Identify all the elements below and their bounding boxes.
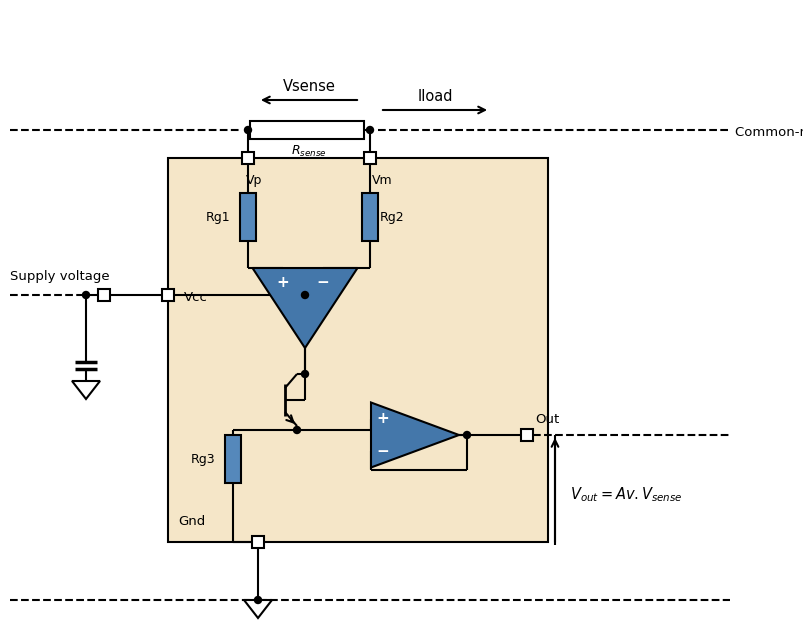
Bar: [168, 158, 548, 542]
Bar: [520, 429, 532, 441]
Text: $R_{sense}$: $R_{sense}$: [291, 144, 327, 159]
Bar: [225, 435, 241, 483]
Circle shape: [255, 596, 261, 603]
Text: Vsense: Vsense: [282, 79, 335, 94]
Text: Supply voltage: Supply voltage: [10, 270, 109, 283]
Text: $V_{out} = Av.V_{sense}$: $V_{out} = Av.V_{sense}$: [569, 486, 682, 504]
Text: Rg1: Rg1: [205, 211, 230, 223]
Text: Iload: Iload: [417, 89, 452, 104]
Text: Rg2: Rg2: [380, 211, 404, 223]
Circle shape: [83, 292, 89, 299]
Circle shape: [244, 126, 251, 133]
Polygon shape: [252, 268, 357, 348]
Bar: [361, 193, 377, 241]
Text: −: −: [316, 274, 329, 290]
Bar: [250, 121, 364, 139]
Bar: [161, 289, 173, 301]
Bar: [240, 193, 255, 241]
Text: Out: Out: [534, 413, 559, 426]
Bar: [98, 289, 110, 301]
Text: +: +: [276, 274, 289, 290]
Polygon shape: [72, 381, 100, 399]
Bar: [242, 152, 254, 164]
Text: Vp: Vp: [246, 174, 262, 187]
Text: Common-mode range: Common-mode range: [734, 126, 803, 138]
Circle shape: [301, 292, 308, 299]
Circle shape: [463, 431, 470, 439]
Circle shape: [301, 370, 308, 377]
Text: Vcc: Vcc: [184, 290, 208, 303]
Bar: [251, 536, 263, 548]
Bar: [364, 152, 376, 164]
Polygon shape: [370, 402, 459, 468]
Text: +: +: [376, 412, 389, 426]
Circle shape: [293, 426, 300, 433]
Text: Gnd: Gnd: [177, 515, 205, 528]
Circle shape: [366, 126, 373, 133]
Text: Vm: Vm: [372, 174, 392, 187]
Text: −: −: [376, 444, 389, 459]
Polygon shape: [243, 600, 271, 618]
Text: Rg3: Rg3: [190, 453, 214, 466]
